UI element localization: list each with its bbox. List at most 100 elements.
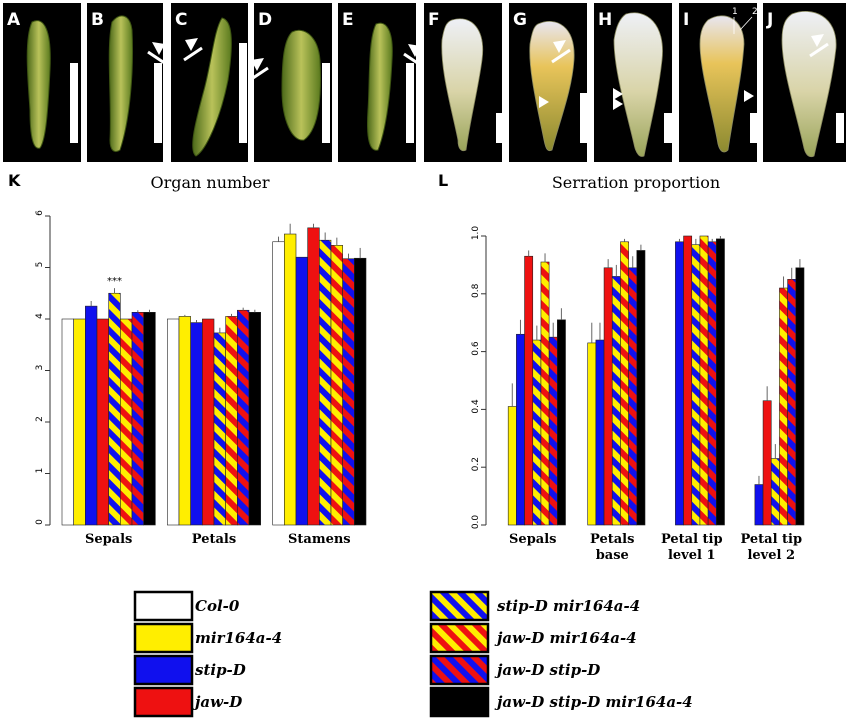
x-tick-label: Sepals bbox=[509, 532, 556, 547]
bar-l bbox=[675, 241, 684, 526]
bar-k bbox=[167, 318, 180, 526]
sepal-image bbox=[26, 20, 51, 149]
legend-swatch bbox=[133, 590, 194, 622]
scale-bar bbox=[664, 113, 672, 143]
bar-l bbox=[532, 339, 542, 526]
y-tick-label: 4 bbox=[35, 313, 45, 319]
legend-item: Col-0 bbox=[133, 590, 240, 622]
y-tick-label: 1.0 bbox=[471, 226, 481, 241]
arrow-shaft bbox=[403, 52, 423, 68]
bar-k bbox=[190, 322, 203, 526]
x-tick-label: base bbox=[596, 548, 629, 563]
legend-item: mir164a-4 bbox=[133, 622, 282, 654]
petal-image bbox=[441, 18, 484, 152]
legend-swatch bbox=[133, 686, 194, 718]
y-tick-label: 0.4 bbox=[471, 399, 481, 414]
arrow-head bbox=[553, 40, 566, 53]
chart-title: Serration proportion bbox=[552, 173, 720, 192]
y-tick-label: 3 bbox=[35, 365, 45, 371]
legend-swatch bbox=[429, 654, 490, 686]
bar-l bbox=[636, 250, 646, 526]
legend-label: jaw-D mir164a-4 bbox=[494, 629, 637, 647]
panel-letter: G bbox=[513, 10, 527, 30]
bar-l bbox=[754, 484, 764, 526]
legend-swatch bbox=[429, 686, 490, 718]
y-tick-label: 0 bbox=[35, 519, 45, 525]
bar-k bbox=[143, 312, 156, 526]
photo-panel-a: A bbox=[3, 3, 81, 162]
arrow-shaft bbox=[551, 48, 571, 64]
legend-label: jaw-D bbox=[192, 693, 242, 711]
bar-l bbox=[507, 406, 517, 526]
charts-area: K Organ number 0 1 2 3 4 5 6 Sepals Petals Stamens *… bbox=[8, 171, 805, 563]
panel-letter: I bbox=[683, 10, 689, 30]
bar-l bbox=[603, 267, 613, 526]
legend-item: jaw-D stip-D mir164a-4 bbox=[429, 686, 693, 718]
bar-k bbox=[284, 233, 297, 526]
scale-bar bbox=[836, 113, 844, 143]
panel-letter: K bbox=[8, 171, 21, 190]
petal-image bbox=[699, 15, 745, 153]
y-tick-label: 2 bbox=[35, 416, 45, 422]
photo-panel-b: B bbox=[87, 3, 167, 162]
y-tick-label: 6 bbox=[35, 210, 45, 216]
bar-l bbox=[683, 235, 693, 526]
y-tick-label: 1 bbox=[35, 468, 45, 474]
scale-bar bbox=[70, 63, 78, 143]
bar-l bbox=[540, 261, 550, 526]
y-tick-label: 0.0 bbox=[471, 515, 481, 530]
level-number: 2 bbox=[752, 7, 758, 17]
arrow-shaft bbox=[183, 46, 203, 62]
bar-l bbox=[779, 287, 788, 526]
significance-annotation: *** bbox=[107, 276, 122, 287]
scale-bar bbox=[406, 63, 414, 143]
bar-k bbox=[354, 257, 367, 526]
y-tick-label: 5 bbox=[35, 262, 45, 268]
scale-bar bbox=[239, 43, 247, 143]
legend-item: stip-D bbox=[133, 654, 246, 686]
bar-k bbox=[131, 312, 144, 526]
legend-label: Col-0 bbox=[195, 597, 240, 615]
panel-letter: D bbox=[258, 10, 272, 30]
bar-l bbox=[787, 279, 797, 526]
x-tick-label: Petal tip bbox=[740, 532, 802, 547]
scale-bar bbox=[322, 63, 330, 143]
bar-k bbox=[248, 312, 261, 526]
x-tick-label: level 1 bbox=[668, 548, 716, 563]
bar-l bbox=[699, 235, 709, 526]
arrow-shaft bbox=[809, 42, 829, 58]
x-tick-label: Petals bbox=[192, 532, 236, 547]
bar-l bbox=[611, 276, 621, 526]
panel-letter: L bbox=[438, 171, 448, 190]
scale-bar bbox=[580, 93, 588, 143]
x-tick-label: Petals bbox=[590, 532, 634, 547]
level-number: 1 bbox=[732, 7, 738, 17]
bar-l bbox=[587, 342, 597, 526]
arrow-head bbox=[408, 44, 421, 57]
bar-l bbox=[524, 255, 534, 526]
bar-k bbox=[330, 245, 343, 526]
panel-letter: F bbox=[428, 10, 440, 30]
bar-k bbox=[213, 332, 226, 526]
level-line bbox=[739, 16, 753, 31]
legend-label: jaw-D stip-D mir164a-4 bbox=[494, 693, 693, 711]
sepal-image bbox=[281, 29, 321, 141]
bar-l bbox=[628, 267, 638, 526]
bar-l bbox=[620, 241, 629, 526]
bar-k bbox=[272, 241, 285, 526]
arrow-shaft bbox=[249, 66, 269, 82]
y-tick-label: 0.2 bbox=[471, 457, 481, 471]
bar-l bbox=[707, 241, 717, 526]
photo-panel-c: C bbox=[171, 3, 248, 162]
photo-panel-e: E bbox=[338, 3, 423, 162]
y-tick-label: 0.6 bbox=[471, 341, 481, 356]
arrow-head bbox=[251, 58, 264, 71]
legend-swatch bbox=[133, 654, 194, 686]
bar-k bbox=[73, 318, 86, 526]
scale-bar bbox=[496, 113, 504, 143]
bar-k bbox=[202, 318, 215, 526]
legend-swatch bbox=[429, 622, 490, 654]
x-tick-label: Stamens bbox=[288, 532, 351, 547]
x-tick-label: level 2 bbox=[747, 548, 795, 563]
arrow-head bbox=[811, 34, 824, 47]
